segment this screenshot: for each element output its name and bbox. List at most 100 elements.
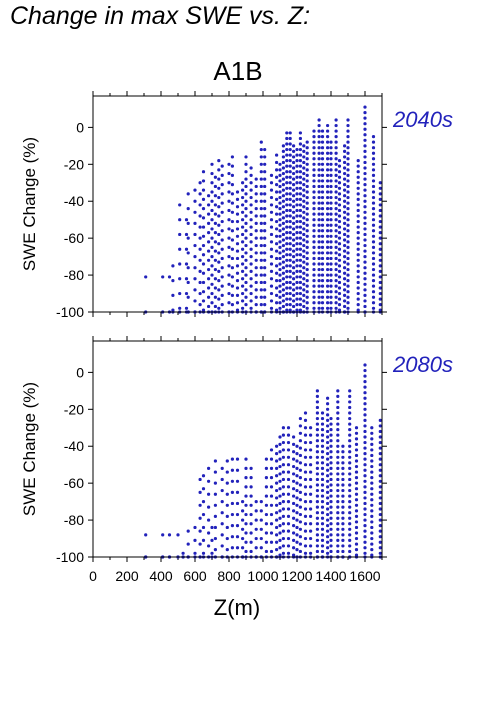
scatter-point — [292, 501, 296, 506]
scatter-point — [329, 544, 333, 548]
scatter-point — [334, 284, 338, 288]
scatter-point — [302, 277, 306, 281]
scatter-point — [329, 267, 333, 272]
scatter-point — [241, 527, 245, 531]
scatter-point — [278, 546, 282, 550]
scatter-point — [244, 303, 248, 307]
scatter-point — [343, 282, 347, 286]
scatter-point — [356, 214, 360, 218]
scatter-point — [263, 199, 267, 203]
scatter-point — [269, 540, 274, 544]
scatter-point — [288, 159, 292, 163]
scatter-point — [241, 240, 245, 244]
scatter-point — [275, 488, 279, 493]
scatter-point — [343, 227, 347, 231]
scatter-point — [210, 171, 214, 176]
scatter-point — [370, 514, 374, 518]
panel-2040s-ylabel: SWE Change (%) — [20, 137, 39, 271]
scatter-point — [370, 548, 374, 552]
scatter-point — [363, 485, 367, 489]
scatter-point — [269, 218, 274, 222]
scatter-point — [305, 223, 309, 227]
scatter-point — [320, 411, 325, 415]
scatter-point — [263, 266, 267, 270]
scatter-point — [329, 516, 333, 520]
scatter-point — [320, 483, 325, 487]
scatter-point — [281, 282, 285, 286]
scatter-point — [329, 168, 333, 172]
scatter-point — [354, 487, 359, 491]
scatter-point — [288, 225, 292, 229]
scatter-point — [302, 260, 306, 264]
scatter-point — [348, 444, 352, 448]
scatter-point — [336, 411, 340, 415]
scatter-point — [230, 490, 234, 494]
scatter-point — [244, 466, 248, 470]
scatter-point — [193, 199, 197, 203]
scatter-point — [317, 201, 321, 205]
scatter-point — [378, 535, 382, 539]
scatter-point — [329, 223, 333, 227]
scatter-point — [337, 192, 342, 196]
scatter-point — [326, 507, 330, 511]
scatter-point — [241, 225, 245, 229]
scatter-point — [303, 500, 308, 504]
scatter-point — [346, 118, 350, 122]
scatter-point — [254, 509, 258, 513]
scatter-point — [320, 428, 325, 432]
scatter-point — [320, 223, 325, 227]
scatter-point — [329, 422, 333, 426]
scatter-point — [220, 256, 224, 261]
scatter-point — [312, 168, 316, 172]
scatter-point — [298, 247, 302, 251]
scatter-point — [278, 251, 282, 255]
scatter-point — [295, 291, 299, 296]
scatter-point — [378, 435, 382, 439]
x-tick-label: 600 — [183, 568, 207, 584]
scatter-point — [346, 218, 350, 222]
scatter-point — [378, 485, 382, 489]
scatter-point — [292, 282, 296, 286]
scatter-point — [264, 540, 268, 544]
scatter-point — [281, 551, 285, 555]
scatter-point — [329, 549, 333, 554]
scatter-point — [312, 229, 316, 233]
scatter-point — [201, 500, 206, 504]
scatter-point — [320, 505, 325, 509]
scatter-point — [254, 536, 258, 541]
scatter-point — [295, 275, 299, 279]
scatter-point — [220, 500, 224, 504]
scatter-point — [371, 245, 376, 249]
scatter-point — [193, 525, 197, 530]
scatter-point — [312, 295, 316, 299]
scatter-point — [225, 481, 229, 485]
scatter-point — [320, 184, 325, 189]
scatter-point — [320, 201, 325, 205]
scatter-point — [281, 221, 285, 225]
scatter-point — [217, 288, 221, 292]
scatter-point — [295, 242, 299, 246]
scatter-point — [285, 147, 289, 152]
scatter-point — [298, 275, 302, 279]
scatter-point — [320, 229, 325, 233]
scatter-point — [285, 208, 289, 213]
scatter-point — [303, 463, 308, 467]
scatter-point — [356, 247, 360, 251]
scatter-point — [378, 479, 382, 483]
scatter-point — [259, 214, 263, 218]
scatter-point — [263, 155, 267, 159]
scatter-point — [302, 266, 306, 270]
scatter-point — [286, 522, 291, 526]
scatter-point — [244, 457, 248, 461]
scatter-point — [295, 540, 299, 544]
scatter-point — [363, 271, 367, 275]
scatter-point — [278, 472, 282, 476]
scatter-point — [298, 431, 302, 435]
scatter-point — [281, 514, 285, 518]
scatter-point — [305, 290, 309, 294]
scatter-point — [329, 466, 333, 470]
scatter-point — [217, 279, 221, 283]
scatter-point — [292, 464, 296, 469]
scatter-point — [378, 424, 382, 428]
scatter-point — [329, 229, 333, 233]
